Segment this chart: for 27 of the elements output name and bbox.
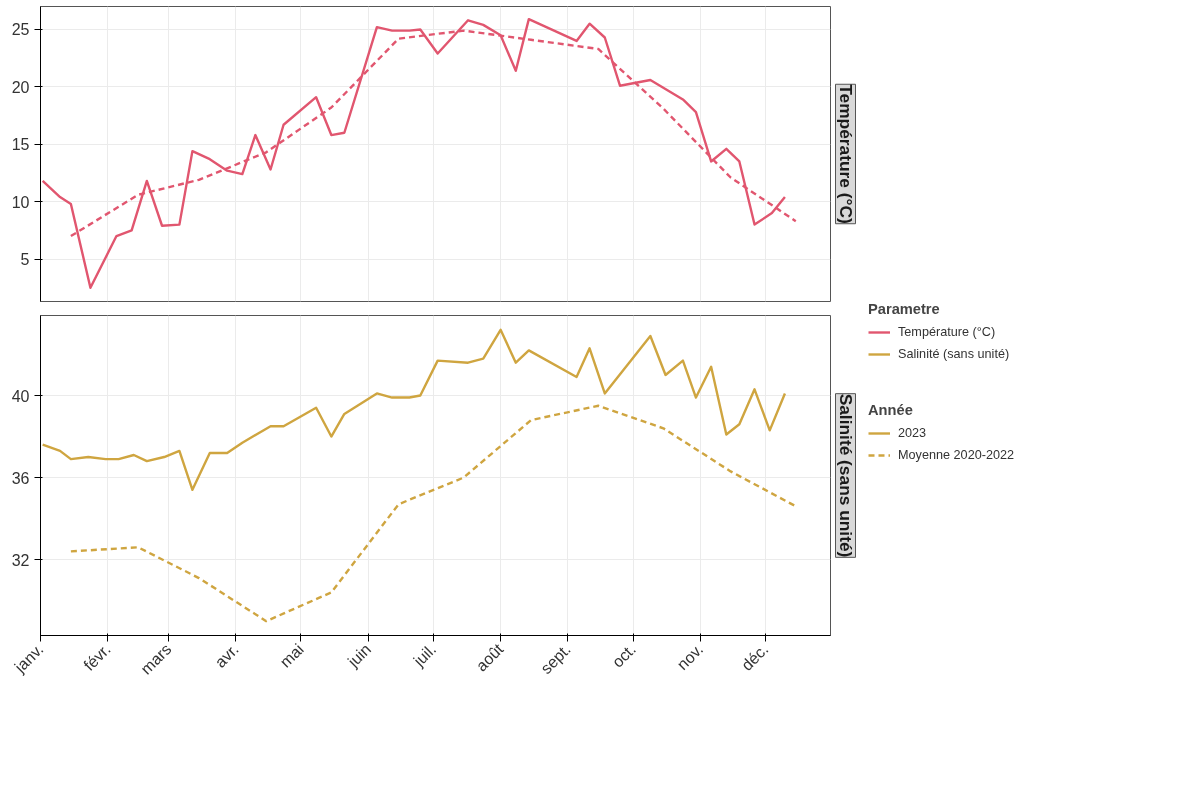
y-tick-label: 15 <box>11 136 30 154</box>
y-tick-label: 36 <box>11 469 30 487</box>
line-series <box>69 404 797 623</box>
y-tick-label: 5 <box>20 251 30 269</box>
text: Salinité (sans unité) <box>835 393 856 558</box>
y-tick-label: 25 <box>11 21 30 39</box>
y-tick-label: 20 <box>11 78 30 96</box>
y-tick-label: 32 <box>11 551 30 569</box>
text: Température (°C) <box>835 84 856 224</box>
y-tick-label: 40 <box>11 387 30 405</box>
x-tick-label: févr. <box>80 640 114 674</box>
x-tick-label: sept. <box>537 640 574 678</box>
x-tick-label: mai <box>276 640 307 671</box>
x-tick-label: déc. <box>737 640 772 674</box>
x-tick-label: juil. <box>409 640 440 671</box>
x-tick-label: oct. <box>608 640 640 671</box>
legend-title: Année <box>868 402 914 418</box>
chart-title: Salinité (sans unité) <box>898 347 1010 361</box>
y-tick-label: 10 <box>11 193 30 211</box>
line-series <box>41 328 787 492</box>
chart-title: Température (°C) <box>898 325 996 339</box>
legend-title: Parametre <box>868 301 941 317</box>
x-tick-label: nov. <box>673 640 707 674</box>
legend-label: Moyenne 2020-2022 <box>898 448 1015 462</box>
x-tick-label: avr. <box>211 640 242 671</box>
x-tick-label: juin <box>343 640 375 671</box>
legend-label: 2023 <box>898 426 927 440</box>
